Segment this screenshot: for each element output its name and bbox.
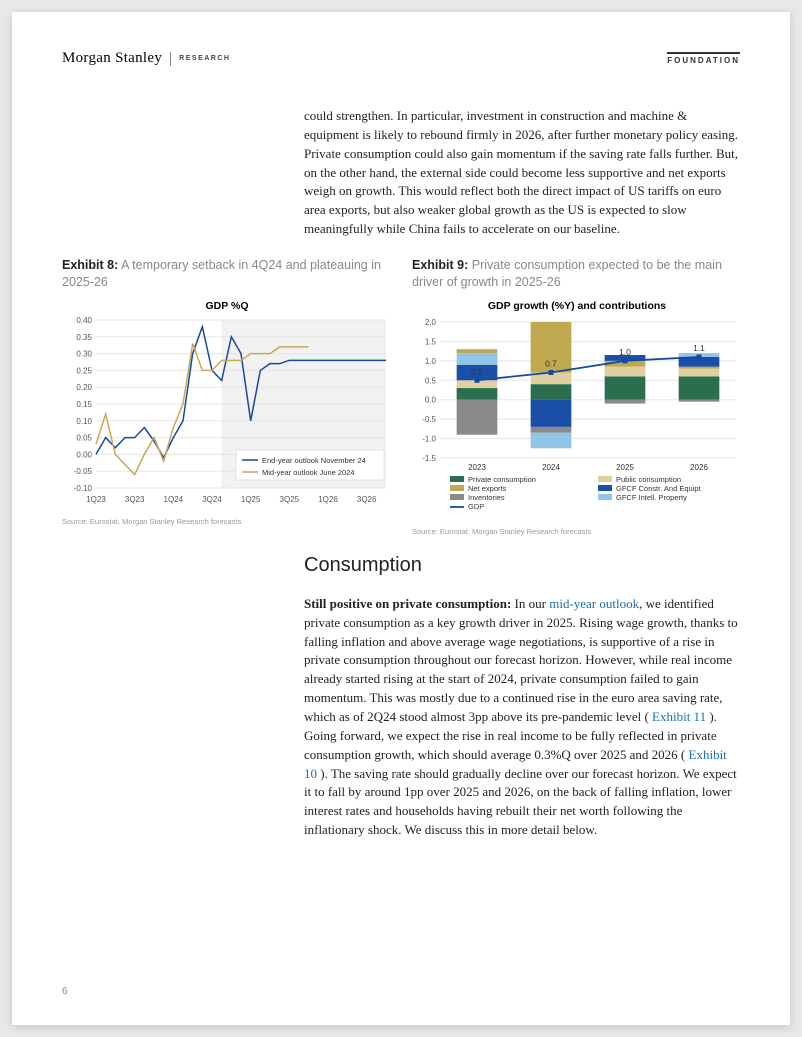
- exhibit-9-source: Source: Eurostat, Morgan Stanley Researc…: [412, 527, 742, 536]
- intro-paragraph: could strengthen. In particular, investm…: [304, 107, 740, 239]
- svg-text:1.5: 1.5: [425, 337, 437, 346]
- svg-text:0.35: 0.35: [76, 333, 92, 342]
- chart1: -0.10 -0.05 0.00 0.05 0.10 0.15 0.20 0.25 0.30 0.…: [62, 316, 392, 511]
- svg-text:0.25: 0.25: [76, 366, 92, 375]
- chart2-svg: -1.5 -1.0 -0.5 0.0 0.5 1.0 1.5 2.0 2023 2024 2025 2…: [412, 316, 742, 516]
- svg-text:0.7: 0.7: [545, 358, 557, 368]
- svg-text:GDP: GDP: [468, 502, 484, 511]
- svg-text:0.05: 0.05: [76, 434, 92, 443]
- svg-text:1Q25: 1Q25: [241, 495, 261, 504]
- svg-text:2025: 2025: [616, 463, 634, 472]
- svg-text:3Q24: 3Q24: [202, 495, 222, 504]
- brand-research: RESEARCH: [179, 55, 230, 62]
- body-p1b: , we identified private consumption as a…: [304, 596, 738, 724]
- brand-foundation: FOUNDATION: [667, 52, 740, 65]
- svg-text:GFCF Constr. And Equipt: GFCF Constr. And Equipt: [616, 484, 702, 493]
- exhibit-9: Exhibit 9: Private consumption expected …: [412, 257, 742, 536]
- svg-text:2024: 2024: [542, 463, 560, 472]
- svg-text:Net exports: Net exports: [468, 484, 507, 493]
- link-exhibit-11[interactable]: Exhibit 11: [652, 709, 709, 724]
- chart1-title: GDP %Q: [62, 300, 392, 312]
- brand-left: Morgan Stanley RESEARCH: [62, 50, 230, 67]
- chart2: -1.5 -1.0 -0.5 0.0 0.5 1.0 1.5 2.0 2023 2024 2025 2…: [412, 316, 742, 521]
- svg-text:0.5: 0.5: [471, 366, 483, 376]
- body-p1a: In our: [511, 596, 549, 611]
- svg-text:1.0: 1.0: [619, 347, 631, 357]
- page-header: Morgan Stanley RESEARCH FOUNDATION: [62, 50, 740, 67]
- body-p1d: ). The saving rate should gradually decl…: [304, 766, 737, 838]
- svg-text:3Q26: 3Q26: [357, 495, 377, 504]
- svg-text:0.00: 0.00: [76, 450, 92, 459]
- svg-text:1.0: 1.0: [425, 357, 437, 366]
- link-midyear-outlook[interactable]: mid-year outlook: [549, 596, 639, 611]
- svg-text:3Q23: 3Q23: [125, 495, 145, 504]
- exhibit-9-label: Exhibit 9:: [412, 258, 468, 272]
- svg-text:Public consumption: Public consumption: [616, 475, 681, 484]
- chart1-svg: -0.10 -0.05 0.00 0.05 0.10 0.15 0.20 0.25 0.30 0.…: [62, 316, 392, 506]
- svg-text:Inventories: Inventories: [468, 493, 505, 502]
- svg-text:-1.5: -1.5: [422, 454, 436, 463]
- svg-text:0.15: 0.15: [76, 400, 92, 409]
- svg-text:0.20: 0.20: [76, 383, 92, 392]
- section-title: Consumption: [304, 554, 740, 577]
- svg-text:Mid-year outlook June 2024: Mid-year outlook June 2024: [262, 468, 355, 477]
- svg-text:GFCF Intell. Property: GFCF Intell. Property: [616, 493, 687, 502]
- exhibit-8: Exhibit 8: A temporary setback in 4Q24 a…: [62, 257, 392, 536]
- exhibits-row: Exhibit 8: A temporary setback in 4Q24 a…: [62, 257, 740, 536]
- page: Morgan Stanley RESEARCH FOUNDATION could…: [12, 12, 790, 1025]
- lead-bold: Still positive on private consumption:: [304, 596, 511, 611]
- svg-text:-1.0: -1.0: [422, 434, 436, 443]
- svg-text:0.5: 0.5: [425, 376, 437, 385]
- svg-text:1Q24: 1Q24: [164, 495, 184, 504]
- svg-text:0.0: 0.0: [425, 396, 437, 405]
- svg-text:1Q26: 1Q26: [318, 495, 338, 504]
- svg-text:-0.05: -0.05: [74, 467, 93, 476]
- brand-divider: [170, 52, 171, 66]
- svg-text:0.10: 0.10: [76, 417, 92, 426]
- svg-text:3Q25: 3Q25: [280, 495, 300, 504]
- exhibit-8-source: Source: Eurostat, Morgan Stanley Researc…: [62, 517, 392, 526]
- svg-text:End-year outlook November 24: End-year outlook November 24: [262, 456, 366, 465]
- chart2-title: GDP growth (%Y) and contributions: [412, 300, 742, 312]
- body-paragraph: Still positive on private consumption: I…: [304, 595, 740, 840]
- svg-text:-0.10: -0.10: [74, 484, 93, 493]
- svg-text:Private consumption: Private consumption: [468, 475, 536, 484]
- svg-text:0.40: 0.40: [76, 316, 92, 325]
- exhibit-8-header: Exhibit 8: A temporary setback in 4Q24 a…: [62, 257, 392, 292]
- exhibit-9-header: Exhibit 9: Private consumption expected …: [412, 257, 742, 292]
- brand-name: Morgan Stanley: [62, 50, 162, 67]
- svg-text:2026: 2026: [690, 463, 708, 472]
- svg-text:2023: 2023: [468, 463, 486, 472]
- svg-text:0.30: 0.30: [76, 350, 92, 359]
- svg-text:2.0: 2.0: [425, 318, 437, 327]
- svg-text:1Q23: 1Q23: [86, 495, 106, 504]
- page-number: 6: [62, 986, 68, 997]
- exhibit-8-label: Exhibit 8:: [62, 258, 118, 272]
- svg-text:-0.5: -0.5: [422, 415, 436, 424]
- svg-text:1.1: 1.1: [693, 343, 705, 353]
